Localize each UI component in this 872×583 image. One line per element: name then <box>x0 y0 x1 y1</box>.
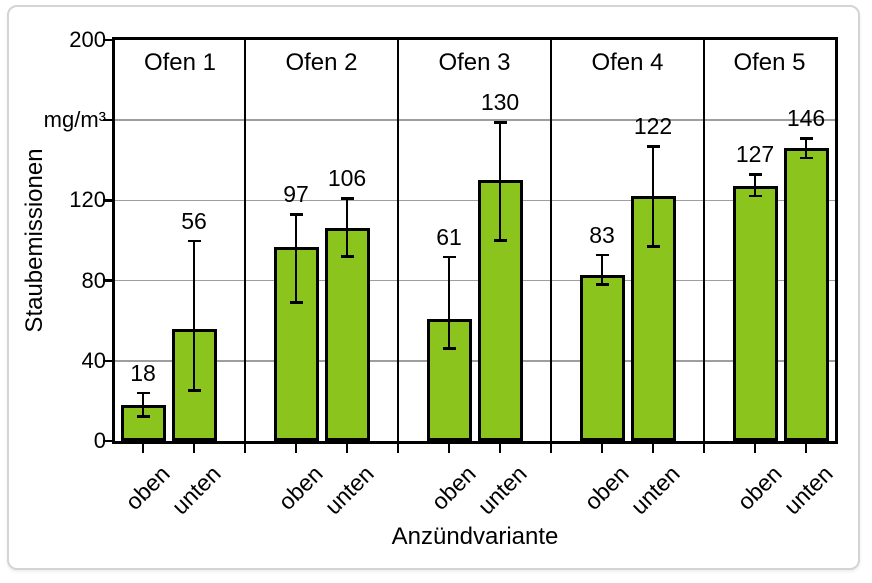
error-bar <box>448 256 450 349</box>
bar-unten <box>477 180 523 441</box>
error-bar-cap-top <box>340 197 354 200</box>
error-bar-cap-top <box>748 173 762 176</box>
bar-value-label: 97 <box>283 181 309 208</box>
x-axis-tick <box>447 441 451 453</box>
y-axis-tick <box>103 118 115 122</box>
gridline <box>115 360 835 362</box>
error-bar-cap-bottom <box>799 156 813 160</box>
y-axis-tick <box>103 359 115 363</box>
error-bar <box>754 174 756 197</box>
error-bar-cap-top <box>595 253 609 257</box>
gridline <box>115 279 835 282</box>
bar-value-label: 106 <box>327 165 367 192</box>
error-bar-cap-top <box>289 213 303 216</box>
x-axis-tick <box>345 441 349 453</box>
panel-divider <box>396 40 400 441</box>
y-axis-tick-label: 120 <box>69 187 106 213</box>
x-axis-tick <box>294 441 298 453</box>
y-axis-tick-label: 200 <box>69 27 106 52</box>
error-bar <box>295 214 297 303</box>
panel-divider <box>549 40 553 441</box>
bar-oben <box>732 186 778 441</box>
panel-header: Ofen 2 <box>285 49 358 76</box>
error-bar <box>346 198 348 257</box>
bar-value-label: 61 <box>436 223 462 250</box>
y-axis-tick <box>103 439 115 443</box>
x-axis-tick <box>243 441 247 453</box>
y-axis-tick-label: 0 <box>93 428 106 453</box>
error-bar-cap-top <box>799 137 813 140</box>
bar-unten <box>324 228 370 441</box>
panel-header: Ofen 3 <box>438 49 511 76</box>
gridline <box>115 119 835 121</box>
plot-area: 0 40 80 120 mg/m³ 200 Ofen 1 Ofen 2 Ofen 3 Ofen 4… <box>44 27 838 519</box>
error-bar <box>652 146 654 247</box>
error-bar-cap-bottom <box>187 389 201 392</box>
x-axis-tick <box>141 441 145 453</box>
bar-value-label: 127 <box>735 141 775 168</box>
error-bar-cap-bottom <box>646 245 660 248</box>
x-axis-tick <box>804 441 808 453</box>
x-axis-tick <box>753 441 757 453</box>
y-axis-tick-label: mg/m³ <box>43 107 106 133</box>
error-bar-cap-bottom <box>136 415 150 418</box>
error-bar <box>499 122 501 241</box>
y-axis-tick-label: 80 <box>81 267 106 293</box>
error-bar-cap-top <box>646 145 660 148</box>
panel-header: Ofen 5 <box>733 49 806 76</box>
bar-value-label: 122 <box>633 113 673 140</box>
panel-header: Ofen 1 <box>143 49 217 76</box>
x-axis-tick <box>396 441 400 453</box>
error-bar-cap-bottom <box>748 194 762 198</box>
y-axis-tick <box>103 279 115 282</box>
error-bar-cap-bottom <box>442 347 456 350</box>
bar-value-label: 18 <box>130 359 156 386</box>
bar-value-label: 56 <box>181 207 207 234</box>
bar-value-label: 130 <box>480 89 520 116</box>
x-axis-tick <box>600 441 604 453</box>
panel-header: Ofen 4 <box>591 49 664 76</box>
x-axis-tick <box>498 441 502 453</box>
error-bar <box>193 240 195 391</box>
error-bar-cap-top <box>187 239 201 242</box>
x-axis-tick <box>549 441 553 453</box>
y-axis-title: Staubemissionen <box>21 148 48 333</box>
error-bar-cap-bottom <box>595 283 609 286</box>
x-axis-tick <box>702 441 706 453</box>
x-axis-tick <box>192 441 196 453</box>
error-bar-cap-top <box>442 255 456 259</box>
error-bar-cap-top <box>493 121 507 124</box>
panel-divider <box>702 40 706 441</box>
error-bar-cap-bottom <box>340 255 354 258</box>
bar-oben <box>579 274 625 441</box>
y-axis-tick <box>103 38 115 42</box>
x-axis-title: Anzündvariante <box>391 523 559 550</box>
panel-divider <box>243 40 247 441</box>
y-axis-tick <box>103 199 115 202</box>
error-bar <box>601 254 603 285</box>
error-bar-cap-top <box>136 391 150 395</box>
error-bar-cap-bottom <box>493 239 507 242</box>
gridline <box>115 199 835 202</box>
bar-value-label: 83 <box>589 221 615 248</box>
bar-value-label: 146 <box>786 105 826 132</box>
y-axis-tick-label: 40 <box>81 347 106 373</box>
error-bar-cap-bottom <box>289 301 303 304</box>
x-axis-tick <box>651 441 655 453</box>
error-bar <box>142 392 144 417</box>
error-bar <box>805 138 807 159</box>
bar-unten <box>783 148 829 441</box>
